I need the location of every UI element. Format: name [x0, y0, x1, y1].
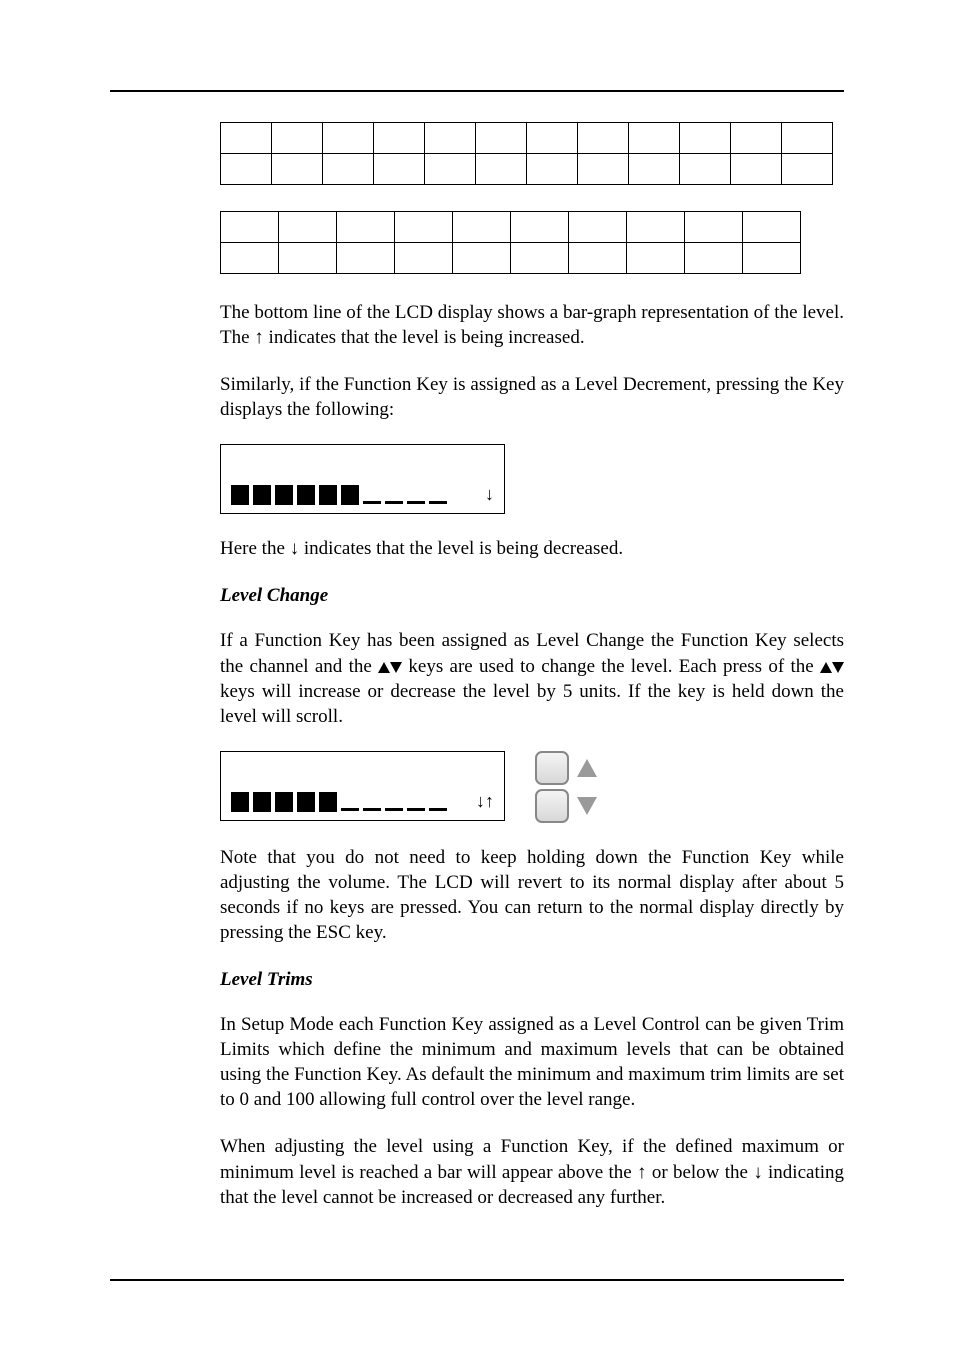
down-arrow-icon: ↓	[753, 1162, 763, 1183]
bar-segment	[231, 485, 249, 505]
key-up-button[interactable]	[535, 751, 569, 785]
bar-segment	[319, 485, 337, 505]
bar-segment	[341, 485, 359, 505]
bar-segment	[297, 792, 315, 812]
bar-segment	[297, 485, 315, 505]
bar-segment	[275, 485, 293, 505]
text: or below the	[647, 1162, 754, 1183]
lcd-box-decrement: ↓	[220, 444, 505, 514]
down-triangle-icon	[832, 662, 844, 673]
paragraph-decrement-intro: Similarly, if the Function Key is assign…	[220, 372, 844, 422]
key-down-button[interactable]	[535, 789, 569, 823]
rule-top	[110, 90, 844, 92]
text: indicates that the level is being decrea…	[299, 538, 623, 559]
up-triangle-icon	[378, 662, 390, 673]
down-triangle-icon	[577, 797, 597, 815]
text: indicates that the level is being increa…	[264, 327, 585, 348]
text: keys are used to change the level. Each …	[402, 656, 820, 677]
rule-bottom	[110, 1279, 844, 1281]
bar-segment	[253, 792, 271, 812]
text: keys will increase or decrease the level…	[220, 681, 844, 727]
bar-segment	[275, 792, 293, 812]
bar-segment	[231, 792, 249, 812]
down-up-arrow-icon: ↓↑	[476, 792, 494, 812]
down-triangle-icon	[390, 662, 402, 673]
bar-segment	[363, 501, 381, 504]
paragraph-decrement-explain: Here the ↓ indicates that the level is b…	[220, 536, 844, 561]
bar-segment	[407, 808, 425, 811]
lcd-grid-1	[220, 122, 833, 185]
heading-level-change: Level Change	[220, 583, 844, 608]
up-arrow-icon: ↑	[637, 1162, 647, 1183]
up-arrow-icon: ↑	[254, 327, 264, 348]
paragraph-level-change: If a Function Key has been assigned as L…	[220, 628, 844, 728]
keypad	[535, 751, 597, 823]
bar-segment	[429, 808, 447, 811]
bar-segment	[253, 485, 271, 505]
lcd-grid-2	[220, 211, 801, 274]
down-arrow-icon: ↓	[485, 485, 494, 505]
text: Here the	[220, 538, 290, 559]
paragraph-trim-limits: In Setup Mode each Function Key assigned…	[220, 1012, 844, 1112]
heading-level-trims: Level Trims	[220, 967, 844, 992]
bar-segment	[429, 501, 447, 504]
bar-segment	[363, 808, 381, 811]
lcd-box-level-change: ↓↑	[220, 751, 505, 821]
up-triangle-icon	[577, 759, 597, 777]
bar-segment	[341, 808, 359, 811]
bar-segment	[385, 808, 403, 811]
bar-segment	[385, 501, 403, 504]
bar-segment	[319, 792, 337, 812]
up-triangle-icon	[820, 662, 832, 673]
paragraph-bargraph-intro: The bottom line of the LCD display shows…	[220, 300, 844, 350]
bar-segment	[407, 501, 425, 504]
paragraph-trim-indicator: When adjusting the level using a Functio…	[220, 1134, 844, 1209]
paragraph-hold-note: Note that you do not need to keep holdin…	[220, 845, 844, 945]
down-arrow-icon: ↓	[290, 538, 300, 559]
